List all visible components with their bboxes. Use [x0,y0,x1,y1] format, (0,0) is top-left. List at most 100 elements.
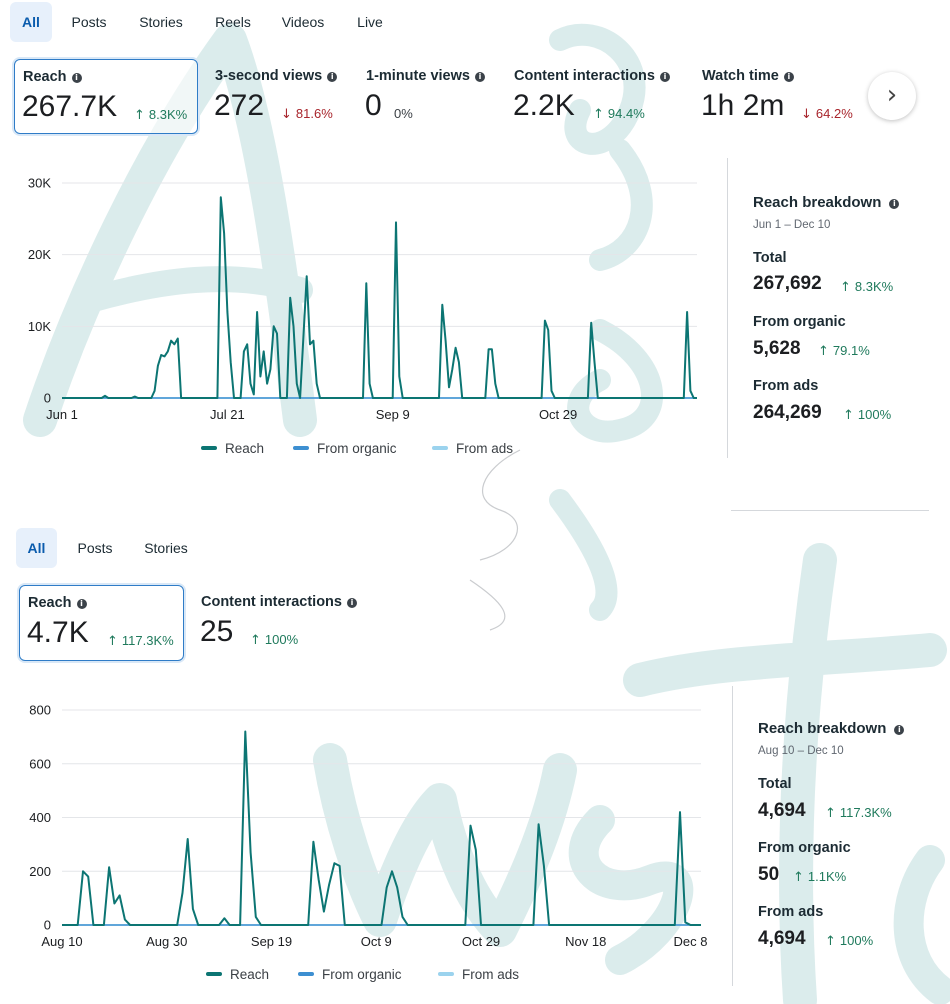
arrow-up-icon: ↑ [825,806,836,821]
breakdown-range: Jun 1 – Dec 10 [753,219,831,231]
x-tick-label: Dec 8 [674,934,708,949]
legend-swatch [298,972,314,976]
breakdown-organic-label: From organic [758,840,851,856]
breakdown-range: Aug 10 – Dec 10 [758,745,844,757]
breakdown-ads-label: From ads [758,904,824,920]
series-line[interactable] [62,730,701,926]
breakdown-total-value: 4,694 [758,800,806,821]
breakdown-ads-value: 264,269 [753,402,822,423]
x-tick-label: Sep 19 [251,934,292,949]
arrow-up-icon: ↑ [793,870,804,885]
panel-divider [732,686,733,986]
breakdown-ads-label: From ads [753,378,819,394]
breakdown-title: Reach breakdown i [753,194,900,211]
info-icon[interactable]: i [659,72,670,82]
x-tick-label: Nov 18 [565,934,606,949]
legend-label: Reach [225,441,265,456]
y-tick-label: 0 [44,918,51,933]
breakdown-ads-change: ↑ 100% [843,407,892,423]
next-metrics-button[interactable]: › [868,72,916,120]
tab-live[interactable]: Live [357,14,383,30]
metric-label: Watch time [702,68,779,84]
metric-reach[interactable]: Reach i 4.7K ↑ 117.3K% [19,585,184,661]
legend-swatch [438,972,454,976]
metric-change: ↑ 117.3K% [107,633,174,649]
legend-from-organic[interactable]: From organic [293,441,397,456]
legend-swatch [206,972,222,976]
panel-divider [731,510,929,511]
info-icon[interactable]: i [894,725,905,735]
metric-value: 1h 2m [701,89,785,122]
metric-value: 0 [365,89,382,122]
arrow-down-icon: ↓ [801,107,812,122]
tab-stories[interactable]: Stories [144,540,188,556]
y-tick-label: 200 [29,864,51,879]
breakdown-organic-value: 5,628 [753,338,801,359]
legend-label: From ads [462,967,520,982]
arrow-up-icon: ↑ [840,280,851,295]
metric-value: 25 [200,615,234,648]
info-icon[interactable]: i [783,72,794,82]
info-icon[interactable]: i [327,72,338,82]
tab-posts[interactable]: Posts [77,540,113,556]
arrow-up-icon: ↑ [825,934,836,949]
breakdown-ads-change: ↑ 100% [825,933,874,949]
info-icon[interactable]: i [474,72,485,82]
y-tick-label: 600 [29,756,51,771]
legend-from-ads[interactable]: From ads [438,967,519,982]
metric-change: ↑ 100% [250,632,298,648]
metric-label: Content interactions [201,594,342,610]
arrow-up-icon: ↑ [818,344,829,359]
metric-content-interactions[interactable]: Content interactions i 25 ↑ 100% [193,585,373,661]
metric-value: 4.7K [27,616,89,649]
metric-change-value: 0% [394,106,413,121]
legend-label: From organic [322,967,402,982]
x-tick-label: Aug 30 [146,934,187,949]
metric-watch-time[interactable]: Watch time i 1h 2m ↓ 64.2% [694,59,864,134]
legend-swatch [293,446,309,450]
tab-all[interactable]: All [16,528,57,568]
info-icon[interactable]: i [346,598,357,608]
breakdown-total-label: Total [753,250,787,266]
legend-from-organic[interactable]: From organic [298,967,402,982]
x-tick-label: Oct 29 [462,934,500,949]
metric-change-value: 117.3K% [121,633,174,648]
arrow-up-icon: ↑ [250,633,261,648]
metric-1-minute-views[interactable]: 1-minute views i 0 0% [358,59,498,134]
panel-divider [727,158,728,458]
legend-from-ads[interactable]: From ads [432,441,513,456]
legend-swatch [201,446,217,450]
breakdown-total-change: ↑ 117.3K% [825,805,892,821]
x-tick-label: Oct 9 [361,934,392,949]
y-tick-label: 400 [29,810,51,825]
breakdown-total-value: 267,692 [753,273,822,294]
breakdown-organic-change: ↑ 1.1K% [793,869,847,885]
breakdown-total-label: Total [758,776,792,792]
info-icon[interactable]: i [76,599,87,609]
arrow-up-icon: ↑ [843,408,854,423]
metric-label: 1-minute views [366,68,470,84]
legend-label: From ads [456,441,514,456]
x-tick-label: Aug 10 [41,934,82,949]
breakdown-organic-change: ↑ 79.1% [818,343,870,359]
legend-swatch [432,446,448,450]
metric-change-value: 64.2% [815,106,853,121]
legend-reach[interactable]: Reach [206,967,269,982]
x-tick-label: Sep 9 [376,407,410,422]
arrow-up-icon: ↑ [107,634,118,649]
info-icon[interactable]: i [889,199,900,209]
breakdown-organic-label: From organic [753,314,846,330]
chevron-right-icon: › [886,80,898,110]
reach-chart: 0 200 400 600 800 Aug 10 Aug 30 Sep 19 Oct 9 Oct … [29,703,708,950]
metric-change-value: 100% [264,632,299,647]
y-tick-label: 800 [29,703,51,718]
breakdown-ads-value: 4,694 [758,928,806,949]
breakdown-total-change: ↑ 8.3K% [840,279,894,295]
breakdown-organic-value: 50 [758,864,780,885]
breakdown-title: Reach breakdown i [758,720,905,737]
legend-label: From organic [317,441,397,456]
legend-reach[interactable]: Reach [201,441,264,456]
metric-change: ↓ 64.2% [801,106,853,122]
legend-label: Reach [230,967,270,982]
